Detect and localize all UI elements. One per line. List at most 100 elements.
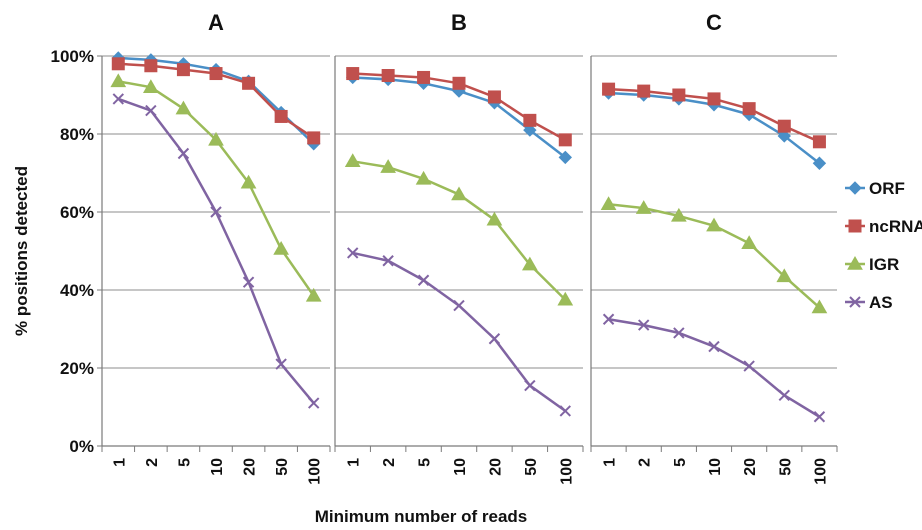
data-point-ncrna (307, 131, 321, 145)
y-tick-label: 40% (60, 281, 94, 300)
x-tick-label: 5 (176, 458, 193, 467)
y-tick-label: 20% (60, 359, 94, 378)
data-point-ncrna (602, 82, 616, 96)
data-point-ncrna (707, 92, 721, 106)
x-tick-label: 20 (487, 458, 504, 476)
data-point-igr (240, 174, 257, 189)
data-point-igr (305, 287, 322, 302)
data-point-igr (811, 299, 828, 314)
data-point-igr (273, 241, 290, 255)
x-tick-label: 50 (523, 458, 540, 476)
series-line-igr (352, 160, 567, 301)
legend-item-igr: IGR (845, 255, 899, 274)
x-tick-label: 1 (602, 458, 619, 467)
data-point-as (308, 397, 320, 409)
legend-label: IGR (869, 255, 899, 274)
data-point-as (275, 358, 287, 370)
data-point-ncrna (417, 70, 431, 84)
data-point-as (778, 389, 790, 402)
legend-label: ORF (869, 179, 905, 198)
panel-b (334, 55, 584, 452)
data-point-as (382, 255, 394, 267)
data-point-ncrna (144, 59, 158, 73)
x-tick-label: 10 (452, 458, 469, 476)
panel-c (590, 55, 838, 452)
data-point-igr (741, 235, 758, 249)
data-point-ncrna (381, 69, 395, 82)
data-point-as (488, 333, 501, 345)
y-tick-label: 60% (60, 203, 94, 222)
data-point-as (453, 299, 465, 312)
data-point-ncrna (523, 113, 537, 127)
data-point-igr (706, 217, 722, 232)
x-tick-label: 50 (777, 458, 794, 476)
data-point-ncrna (176, 63, 190, 77)
x-tick-label: 20 (742, 458, 759, 476)
legend-marker (848, 181, 862, 195)
legend-item-ncrna: ncRNA (845, 217, 922, 236)
data-point-ncrna (209, 67, 223, 81)
data-point-ncrna (742, 102, 756, 116)
data-point-orf (777, 129, 791, 143)
data-point-as (145, 104, 157, 117)
data-point-as (708, 340, 720, 353)
y-tick-label: 0% (69, 437, 94, 456)
data-point-as (743, 360, 755, 372)
panel-a (97, 51, 331, 452)
data-point-ncrna (558, 133, 572, 147)
data-point-ncrna (672, 88, 686, 102)
data-point-igr (110, 73, 127, 88)
x-tick-label: 50 (274, 458, 291, 476)
data-point-as (813, 411, 826, 423)
legend-item-orf: ORF (845, 179, 905, 198)
data-point-igr (344, 153, 361, 168)
data-point-ncrna (637, 84, 651, 98)
y-axis-title: % positions detected (12, 166, 31, 336)
x-tick-label: 2 (144, 458, 161, 467)
data-point-ncrna (452, 76, 466, 90)
x-tick-label: 1 (111, 458, 128, 467)
x-tick-label: 5 (672, 458, 689, 467)
legend-marker (849, 296, 861, 308)
data-point-igr (208, 131, 224, 146)
data-point-orf (812, 156, 827, 170)
data-point-ncrna (346, 67, 360, 81)
x-tick-label: 10 (209, 458, 226, 476)
data-point-igr (776, 268, 793, 283)
x-tick-label: 10 (707, 458, 724, 476)
legend-marker (847, 255, 863, 270)
x-tick-label: 20 (242, 458, 259, 476)
data-point-igr (451, 186, 467, 201)
data-point-igr (142, 79, 159, 93)
x-axis-title: Minimum number of reads (315, 507, 528, 526)
panel-title: C (706, 10, 722, 35)
data-point-ncrna (242, 76, 256, 90)
data-point-igr (415, 170, 432, 185)
x-tick-label: 100 (812, 458, 829, 485)
data-point-as (638, 319, 650, 331)
data-point-as (559, 405, 571, 417)
data-point-as (112, 93, 124, 105)
data-point-as (242, 276, 255, 288)
data-point-igr (670, 207, 687, 222)
series-line-as (352, 251, 567, 412)
data-point-as (673, 327, 685, 339)
data-point-as (177, 147, 190, 160)
data-point-ncrna (487, 90, 501, 104)
data-point-as (602, 313, 615, 325)
x-tick-label: 100 (307, 458, 324, 485)
data-point-igr (380, 159, 397, 173)
data-point-igr (486, 211, 503, 226)
data-point-orf (558, 150, 572, 165)
legend-label: ncRNA (869, 217, 922, 236)
x-tick-label: 2 (381, 458, 398, 467)
data-point-igr (175, 100, 192, 115)
data-point-ncrna (777, 119, 791, 133)
data-point-ncrna (812, 135, 826, 149)
legend-item-as: AS (845, 293, 893, 312)
y-tick-label: 80% (60, 125, 94, 144)
x-tick-label: 100 (558, 458, 575, 485)
legend-marker (848, 219, 862, 233)
